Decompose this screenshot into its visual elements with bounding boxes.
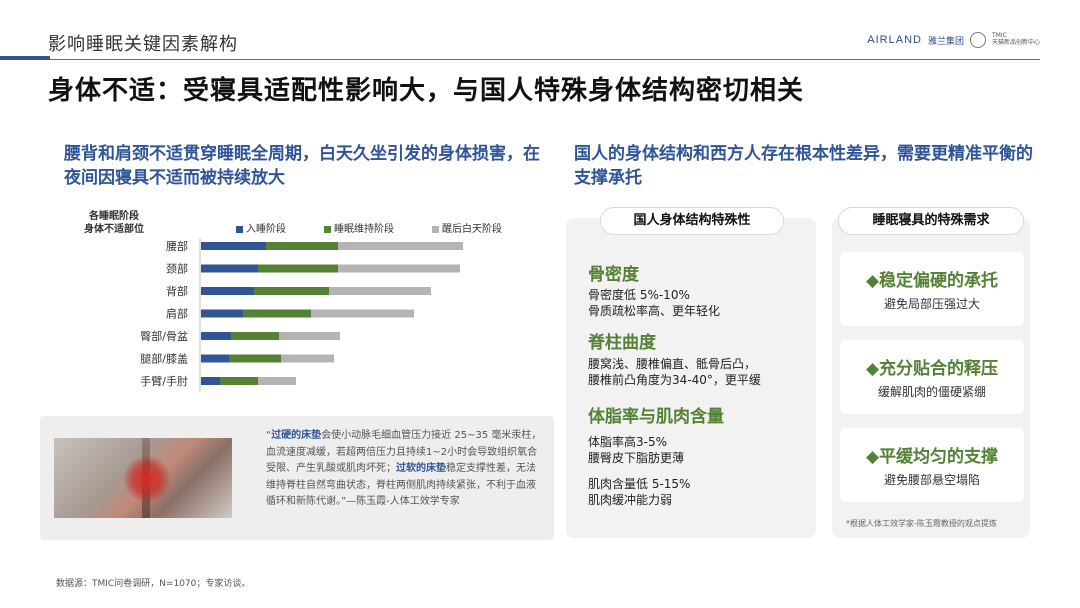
quote-highlight-hard: 过硬的床垫 [271, 430, 322, 441]
bar-segment-daytime [311, 309, 414, 318]
need-card-pressure-relief: ◆充分贴合的释压 缓解肌肉的僵硬紧绷 [840, 340, 1024, 414]
feature-line: 骨密度低 5%-10% [588, 288, 690, 302]
bar-segment-daytime [279, 332, 340, 340]
quote-text-1: 会使小动脉毛细血管压力接近 25~35 毫米汞柱，血流速度减缓，若超两倍压力且持… [266, 430, 542, 474]
feature-title-body-fat-muscle: 体脂率与肌肉含量 [588, 407, 724, 427]
category-label: 颈部 [166, 262, 188, 276]
quote-text-2: 稳定支撑性差，无法维持脊柱自然弯曲状态，脊柱两侧肌肉持续紧张，不利于血液循环和新… [266, 463, 536, 507]
data-source-note: 数据源：TMIC问卷调研，N=1070；专家访谈。 [56, 579, 251, 589]
bar-segment-sleep-maintenance [266, 242, 338, 250]
legend-swatch-2 [432, 225, 439, 233]
category-label: 背部 [166, 284, 188, 298]
bar-segment-daytime [281, 354, 334, 363]
chart-category-title: 各睡眠阶段 身体不适部位 [64, 210, 164, 236]
feature-title-bone-density: 骨密度 [588, 265, 639, 285]
bar-segment-sleep-onset [201, 264, 258, 273]
feature-desc-muscle: 肌肉含量低 5-15% 肌肉缓冲能力弱 [588, 476, 690, 508]
need-desc: 避免腰部悬空塌陷 [883, 473, 980, 487]
left-heading: 腰背和肩颈不适贯穿睡眠全周期，白天久坐引发的身体损害，在夜间因寝具不适而被持续放… [64, 144, 540, 188]
category-label: 肩部 [166, 307, 188, 321]
feature-line: 腰窝浅、腰椎偏直、骶骨后凸， [588, 357, 757, 371]
need-title: ◆稳定偏硬的承托 [865, 271, 999, 291]
bedding-needs-panel-title: 睡眠寝具的特殊需求 [838, 207, 1024, 235]
need-card-even-support: ◆平缓均匀的支撑 避免腰部悬空塌陷 [840, 428, 1024, 502]
expert-quote-text: “过硬的床垫会使小动脉毛细血管压力接近 25~35 毫米汞柱，血流速度减缓，若超… [266, 428, 544, 511]
legend-item: 睡眠维持阶段 [324, 220, 394, 235]
bar-segment-sleep-onset [201, 332, 231, 340]
chart-category-title-line2: 身体不适部位 [84, 224, 144, 235]
chart-category-title-line1: 各睡眠阶段 [89, 211, 139, 222]
bar-segment-sleep-maintenance [220, 377, 258, 385]
legend-label-1: 睡眠维持阶段 [334, 224, 394, 235]
need-title: ◆平缓均匀的支撑 [865, 447, 999, 467]
tmic-logo-text: TMIC [991, 32, 1007, 40]
right-heading: 国人的身体结构和西方人存在根本性差异，需要更精准平衡的支撑承托 [574, 144, 1033, 188]
legend-swatch-0 [236, 225, 243, 233]
quote-open-mark: “ [266, 430, 272, 441]
bar-segment-daytime [258, 377, 296, 385]
airland-logo-text: AIRLAND [867, 34, 922, 46]
bar-segment-sleep-onset [201, 354, 229, 363]
category-label: 臀部/骨盆 [140, 329, 188, 343]
bar-segment-sleep-onset [201, 287, 254, 295]
need-title: ◆充分贴合的释压 [865, 359, 999, 379]
bar-segment-sleep-maintenance [258, 264, 338, 273]
feature-title-spine-curve: 脊柱曲度 [588, 333, 656, 353]
tmic-logo-name: 天猫新品创新中心 [991, 39, 1040, 46]
bar-segment-sleep-maintenance [231, 332, 279, 340]
need-card-stable-support: ◆稳定偏硬的承托 避免局部压强过大 [840, 252, 1024, 326]
brand-logos: AIRLAND 雅兰集团 TMIC 天猫新品创新中心 [867, 32, 1040, 48]
feature-desc-body-fat: 体脂率高3-5% 腰臀皮下脂肪更薄 [588, 434, 684, 466]
feature-line: 体脂率高3-5% [588, 435, 668, 449]
legend-label-2: 醒后白天阶段 [442, 224, 502, 235]
bar-segment-daytime [338, 242, 463, 250]
category-label: 腿部/膝盖 [140, 352, 188, 366]
needs-footnote: *根据人体工效学家-陈玉霞教授的观点提炼 [846, 519, 997, 528]
page-title: 身体不适：受寝具适配性影响大，与国人特殊身体结构密切相关 [48, 76, 805, 106]
airland-logo-cn: 雅兰集团 [927, 36, 964, 47]
bar-segment-sleep-onset [201, 242, 266, 250]
feature-line: 腰椎前凸角度为34-40°，更平缓 [588, 373, 761, 387]
feature-desc-spine-curve: 腰窝浅、腰椎偏直、骶骨后凸， 腰椎前凸角度为34-40°，更平缓 [588, 356, 761, 388]
bar-segment-sleep-maintenance [229, 354, 281, 363]
need-desc: 避免局部压强过大 [883, 297, 980, 311]
bar-segment-sleep-maintenance [243, 309, 311, 318]
legend-label-0: 入睡阶段 [246, 224, 286, 235]
quote-highlight-soft: 过软的床垫 [396, 463, 446, 474]
feature-line: 骨质疏松率高、更年轻化 [588, 304, 721, 318]
header-divider [0, 59, 1040, 60]
legend-swatch-1 [324, 225, 331, 233]
bar-segment-sleep-onset [201, 309, 243, 318]
back-pain-image [54, 438, 232, 518]
bar-segment-sleep-onset [201, 377, 220, 385]
category-label: 手臂/手肘 [140, 374, 188, 388]
legend-item: 醒后白天阶段 [432, 220, 502, 235]
feature-line: 肌肉含量低 5-15% [588, 477, 691, 491]
bar-segment-daytime [338, 264, 460, 273]
section-title: 影响睡眠关键因素解构 [48, 34, 238, 55]
feature-line: 肌肉缓冲能力弱 [588, 493, 673, 507]
stacked-bar-chart: 各睡眠阶段 身体不适部位 入睡阶段 睡眠维持阶段 醒后白天阶段 腰部颈部背部肩部… [60, 208, 550, 404]
bar-segment-sleep-maintenance [254, 287, 329, 295]
legend-item: 入睡阶段 [236, 220, 286, 235]
category-label: 腰部 [166, 239, 188, 253]
bar-segment-daytime [329, 287, 431, 295]
circle-logo-icon [969, 32, 986, 48]
body-structure-panel-title: 国人身体结构特殊性 [600, 207, 784, 235]
chart-legend: 入睡阶段 睡眠维持阶段 醒后白天阶段 [236, 220, 502, 235]
header-accent-bar [0, 56, 50, 60]
need-desc: 缓解肌肉的僵硬紧绷 [877, 385, 986, 399]
expert-quote-panel: “过硬的床垫会使小动脉毛细血管压力接近 25~35 毫米汞柱，血流速度减缓，若超… [40, 416, 554, 540]
feature-line: 腰臀皮下脂肪更薄 [588, 451, 685, 465]
tmic-logo: TMIC 天猫新品创新中心 [992, 33, 1040, 46]
feature-desc-bone-density: 骨密度低 5%-10% 骨质疏松率高、更年轻化 [588, 287, 720, 319]
body-structure-panel [566, 218, 816, 538]
pain-highlight [124, 456, 170, 502]
